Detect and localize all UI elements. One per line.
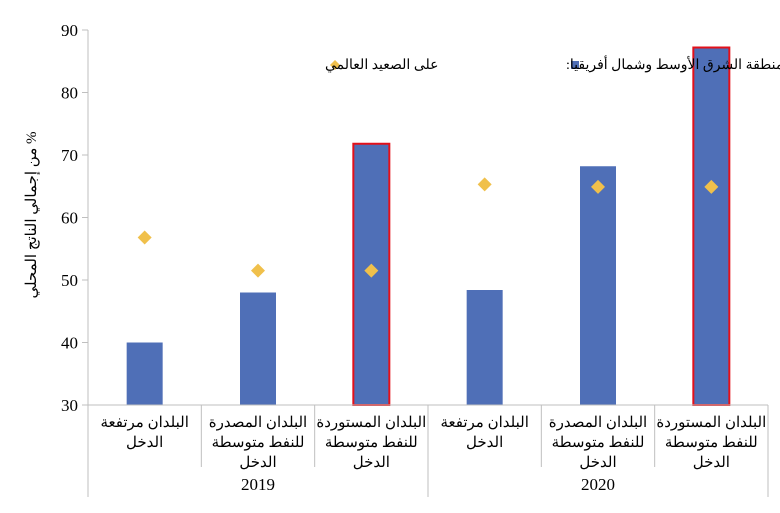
y-tick-label: 90 (61, 21, 78, 40)
category-label: الدخل (126, 435, 163, 451)
y-axis-title: % من إجمالي الناتج المحلي (24, 132, 40, 299)
year-label: 2020 (581, 475, 615, 494)
category-label: الدخل (693, 455, 730, 471)
category-label: البلدان المستوردة (656, 415, 766, 431)
y-tick-label: 30 (61, 396, 78, 415)
category-label: البلدان مرتفعة (440, 415, 528, 431)
marker-world (137, 230, 152, 245)
marker-world (251, 263, 265, 278)
category-label: الدخل (353, 455, 390, 471)
category-label: للنفط متوسطة (212, 435, 305, 451)
category-label: للنفط متوسطة (325, 435, 418, 451)
category-label: الدخل (239, 455, 276, 471)
category-label: البلدان المصدرة (549, 415, 647, 431)
category-label: للنفط متوسطة (665, 435, 758, 451)
marker-world (704, 179, 719, 194)
world-markers (137, 177, 719, 278)
legend-world-marker (330, 60, 340, 70)
bar-mena-highlighted (692, 46, 731, 406)
y-tick-label: 50 (61, 271, 78, 290)
bar-mena (580, 166, 616, 405)
bars (126, 46, 731, 406)
legend-mena-swatch (571, 61, 579, 69)
bar-mena (466, 290, 503, 405)
legend-mena-label: منطقة الشرق الأوسط وشمال أفريقيا: (566, 54, 780, 73)
y-tick-label: 60 (61, 209, 78, 228)
category-label: البلدان المستوردة (316, 415, 426, 431)
marker-world (591, 179, 605, 194)
x-axis: البلدان مرتفعة الدخل البلدان المصدرة للنفط … (87, 404, 769, 497)
legend-world-label: على الصعيد العالمي (325, 58, 438, 73)
year-label: 2019 (241, 475, 275, 494)
y-tick-label: 70 (61, 146, 78, 165)
bar-mena (126, 342, 163, 405)
y-tick-label: 80 (61, 84, 78, 103)
y-tick-label: 40 (61, 334, 78, 353)
y-axis: 30 40 50 60 70 80 90 (61, 21, 89, 415)
marker-world (477, 177, 492, 192)
category-label: للنفط متوسطة (552, 435, 645, 451)
category-label: الدخل (579, 455, 616, 471)
marker-world (364, 263, 379, 278)
legend: منطقة الشرق الأوسط وشمال أفريقيا: على ال… (325, 54, 780, 73)
category-label: الدخل (466, 435, 503, 451)
category-label: البلدان مرتفعة (100, 415, 188, 431)
bar-mena (240, 292, 276, 405)
category-label: البلدان المصدرة (209, 415, 307, 431)
